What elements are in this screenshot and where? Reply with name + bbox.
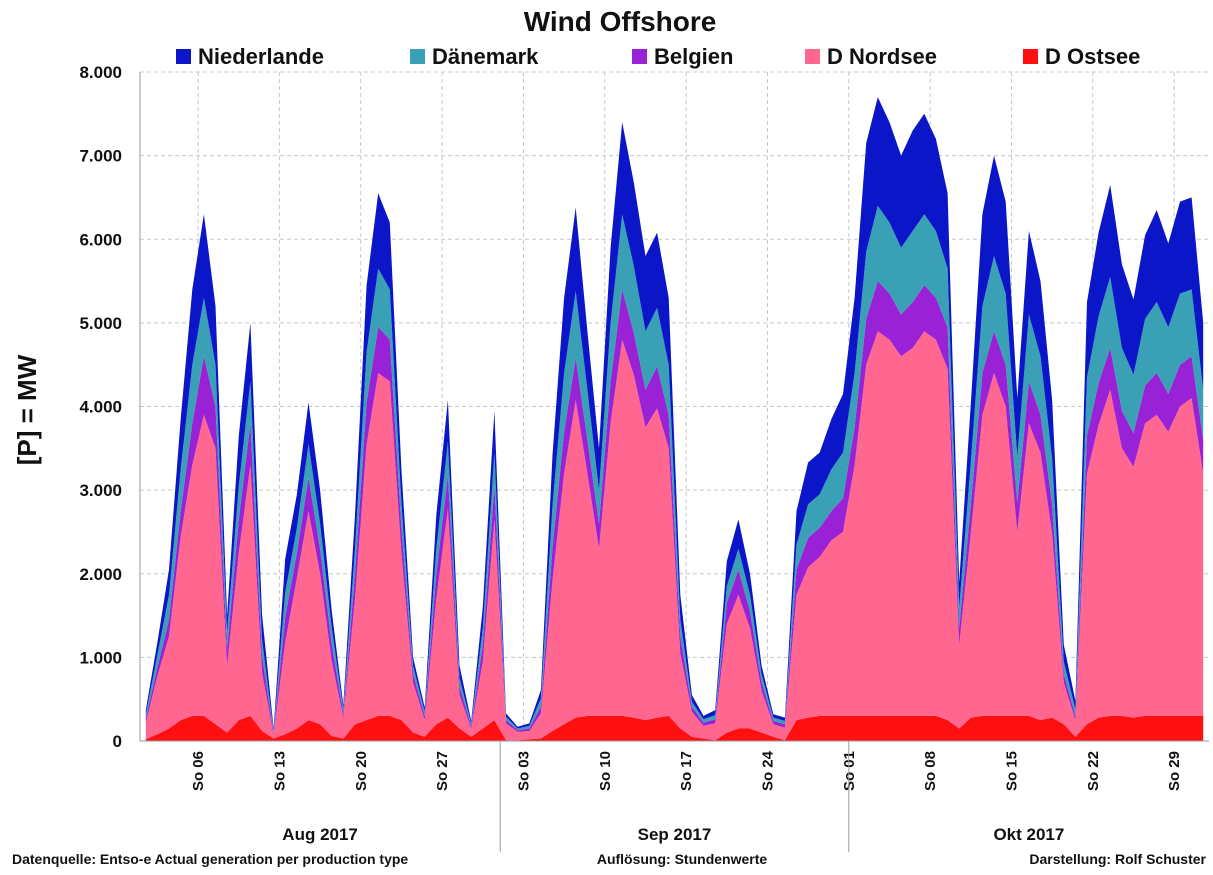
x-tick-label: So 24 xyxy=(759,750,776,791)
legend-swatch-belgien xyxy=(632,49,647,64)
footer-author: Darstellung: Rolf Schuster xyxy=(1029,851,1206,867)
legend-label-belgien: Belgien xyxy=(654,44,733,69)
x-tick-label: So 06 xyxy=(190,751,207,791)
legend-label-daenemark: Dänemark xyxy=(432,44,539,69)
area-d-nordsee xyxy=(145,331,1204,741)
y-tick-label: 1.000 xyxy=(79,648,122,667)
footer-source: Datenquelle: Entso-e Actual generation p… xyxy=(12,851,408,867)
x-tick-label: So 08 xyxy=(922,751,939,791)
y-tick-label: 2.000 xyxy=(79,565,122,584)
legend: Niederlande Dänemark Belgien D Nordsee D Ost… xyxy=(176,44,1140,69)
footer-resolution: Auflösung: Stundenwerte xyxy=(597,851,768,867)
y-tick-label: 6.000 xyxy=(79,230,122,249)
y-tick-label: 3.000 xyxy=(79,481,122,500)
legend-swatch-d-ostsee xyxy=(1023,49,1038,64)
y-tick-label: 4.000 xyxy=(79,398,122,417)
x-tick-label: So 20 xyxy=(353,751,370,791)
month-label: Sep 2017 xyxy=(638,825,712,844)
area-layer xyxy=(145,97,1204,741)
x-tick-label: So 13 xyxy=(271,751,288,791)
month-label: Aug 2017 xyxy=(282,825,358,844)
x-tick-label: So 10 xyxy=(597,751,614,791)
y-tick-label: 7.000 xyxy=(79,147,122,166)
axis-layer: 0 1.000 2.000 3.000 4.000 5.000 6.000 7.000 8.00… xyxy=(79,63,1209,852)
x-tick-label: So 03 xyxy=(515,751,532,791)
y-tick-label: 0 xyxy=(113,732,122,751)
legend-label-niederlande: Niederlande xyxy=(198,44,324,69)
y-tick-label: 5.000 xyxy=(79,314,122,333)
chart-title: Wind Offshore xyxy=(524,6,717,37)
legend-swatch-niederlande xyxy=(176,49,191,64)
month-label: Okt 2017 xyxy=(993,825,1064,844)
area-d-ostsee xyxy=(145,715,1204,741)
legend-swatch-d-nordsee xyxy=(805,49,820,64)
y-tick-label: 8.000 xyxy=(79,63,122,82)
x-tick-label: So 17 xyxy=(678,751,695,791)
y-axis-label: [P] = MW xyxy=(12,354,42,465)
x-tick-label: So 27 xyxy=(434,751,451,791)
legend-label-d-nordsee: D Nordsee xyxy=(827,44,937,69)
legend-label-d-ostsee: D Ostsee xyxy=(1045,44,1140,69)
x-tick-label: So 29 xyxy=(1166,751,1183,791)
x-tick-label: So 15 xyxy=(1003,751,1020,791)
x-tick-label: So 22 xyxy=(1085,751,1102,791)
legend-swatch-daenemark xyxy=(410,49,425,64)
